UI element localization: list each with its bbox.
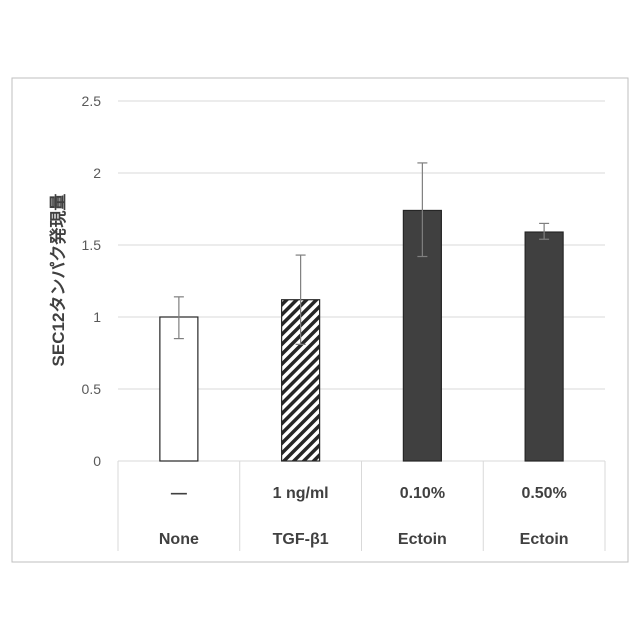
bar <box>525 232 563 461</box>
category-dose-label: 1 ng/ml <box>273 485 329 502</box>
category-name-label: Ectoin <box>520 531 569 548</box>
category-name-label: Ectoin <box>398 531 447 548</box>
y-tick-label: 0.5 <box>82 381 102 397</box>
category-dose-label: 0.50% <box>521 485 566 502</box>
category-dose-label: — <box>171 485 187 502</box>
y-tick-label: 2 <box>93 165 101 181</box>
y-tick-label: 2.5 <box>82 93 102 109</box>
y-tick-label: 1.5 <box>82 237 102 253</box>
category-name-label: TGF-β1 <box>273 531 329 548</box>
y-tick-label: 0 <box>93 453 101 469</box>
category-dose-label: 0.10% <box>400 485 445 502</box>
category-name-label: None <box>159 531 199 548</box>
y-axis-label: SEC12タンパク発現量 <box>48 194 68 367</box>
y-tick-label: 1 <box>93 309 101 325</box>
